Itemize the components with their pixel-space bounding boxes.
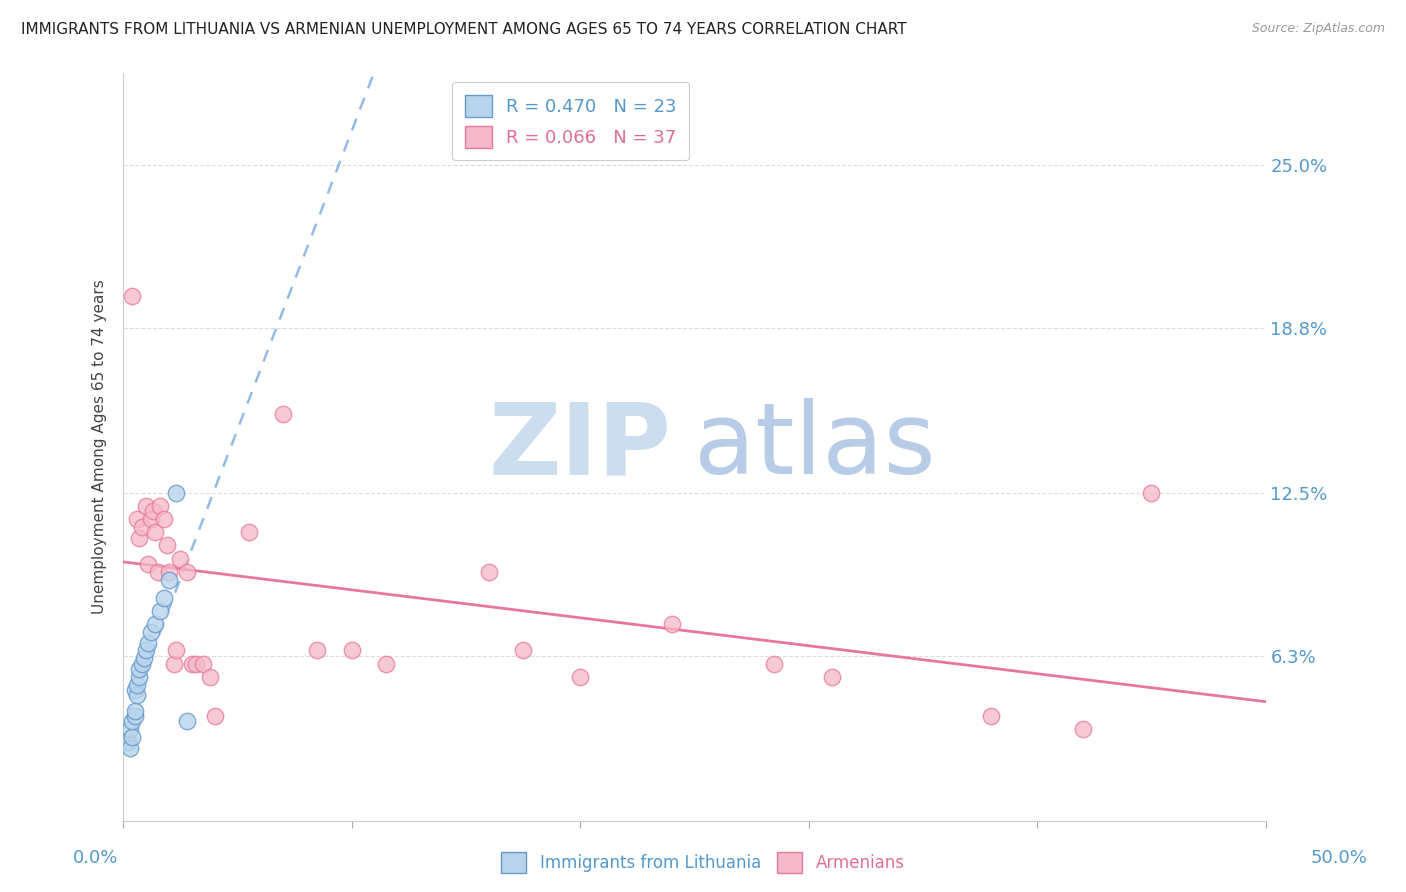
Y-axis label: Unemployment Among Ages 65 to 74 years: Unemployment Among Ages 65 to 74 years xyxy=(93,279,107,615)
Point xyxy=(156,538,179,552)
Point xyxy=(980,709,1002,723)
Point xyxy=(153,591,176,605)
Point xyxy=(193,657,215,671)
Point xyxy=(117,735,139,749)
Point xyxy=(176,714,198,729)
Point xyxy=(125,688,148,702)
Point xyxy=(135,499,157,513)
Point xyxy=(157,573,180,587)
Point xyxy=(120,740,142,755)
Point xyxy=(157,565,180,579)
Point xyxy=(124,709,146,723)
Point xyxy=(763,657,786,671)
Point xyxy=(131,520,153,534)
Point xyxy=(120,722,142,736)
Point xyxy=(135,643,157,657)
Point xyxy=(162,657,184,671)
Point xyxy=(165,643,187,657)
Point xyxy=(143,525,166,540)
Point xyxy=(271,407,294,421)
Point xyxy=(138,557,160,571)
Text: 50.0%: 50.0% xyxy=(1310,849,1367,867)
Point xyxy=(340,643,363,657)
Point xyxy=(512,643,534,657)
Point xyxy=(121,289,143,303)
Point xyxy=(198,670,221,684)
Point xyxy=(307,643,329,657)
Point xyxy=(375,657,398,671)
Text: 0.0%: 0.0% xyxy=(73,849,118,867)
Point xyxy=(125,677,148,691)
Point xyxy=(1071,722,1094,736)
Text: IMMIGRANTS FROM LITHUANIA VS ARMENIAN UNEMPLOYMENT AMONG AGES 65 TO 74 YEARS COR: IMMIGRANTS FROM LITHUANIA VS ARMENIAN UN… xyxy=(21,22,907,37)
Point xyxy=(142,504,165,518)
Point xyxy=(124,682,146,697)
Legend: Immigrants from Lithuania, Armenians: Immigrants from Lithuania, Armenians xyxy=(495,846,911,880)
Point xyxy=(176,565,198,579)
Point xyxy=(180,657,202,671)
Point xyxy=(1140,486,1163,500)
Point xyxy=(153,512,176,526)
Point xyxy=(169,551,191,566)
Point xyxy=(128,531,150,545)
Point xyxy=(661,617,683,632)
Point xyxy=(186,657,208,671)
Point xyxy=(478,565,501,579)
Point xyxy=(238,525,260,540)
Point xyxy=(569,670,592,684)
Point xyxy=(121,730,143,744)
Point xyxy=(128,670,150,684)
Point xyxy=(139,512,162,526)
Legend: R = 0.470   N = 23, R = 0.066   N = 37: R = 0.470 N = 23, R = 0.066 N = 37 xyxy=(453,82,689,161)
Point xyxy=(125,512,148,526)
Point xyxy=(165,486,187,500)
Point xyxy=(146,565,169,579)
Point xyxy=(143,617,166,632)
Text: Source: ZipAtlas.com: Source: ZipAtlas.com xyxy=(1251,22,1385,36)
Text: atlas: atlas xyxy=(695,399,936,495)
Point xyxy=(121,714,143,729)
Point xyxy=(124,704,146,718)
Point xyxy=(138,635,160,649)
Point xyxy=(204,709,226,723)
Point xyxy=(149,604,172,618)
Point xyxy=(820,670,842,684)
Point xyxy=(131,657,153,671)
Point xyxy=(128,662,150,676)
Point xyxy=(149,499,172,513)
Text: ZIP: ZIP xyxy=(489,399,672,495)
Point xyxy=(139,625,162,640)
Point xyxy=(132,651,155,665)
